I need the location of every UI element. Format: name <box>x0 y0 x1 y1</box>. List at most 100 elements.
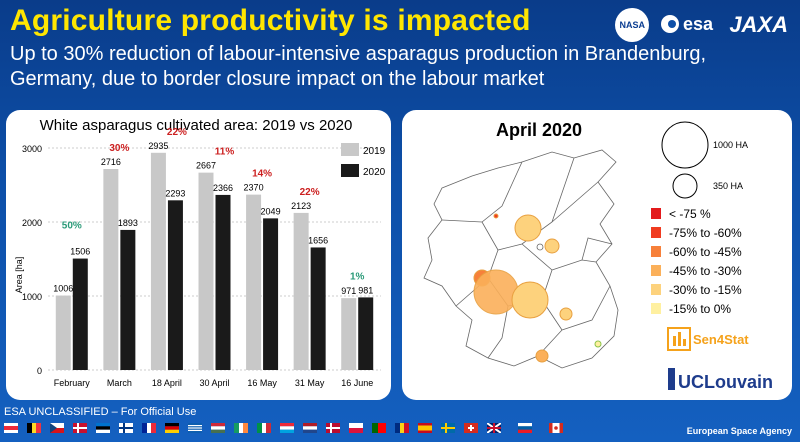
map-bubble <box>535 349 549 363</box>
legend-label-2019: 2019 <box>363 146 386 157</box>
esa-logo: esa <box>659 11 719 40</box>
footer-agency: European Space Agency <box>686 426 792 436</box>
map-bubble <box>559 307 573 321</box>
flag-icon <box>280 423 294 433</box>
y-tick-label: 2000 <box>22 218 42 228</box>
value-label-2019: 2935 <box>148 141 168 151</box>
map-panel: April 2020 1000 <box>402 110 792 400</box>
size-legend-label-large: 1000 HA <box>713 140 748 150</box>
map-bubble <box>511 281 549 319</box>
flag-icon <box>257 423 271 433</box>
value-label-2019: 2370 <box>244 183 264 193</box>
map-bubbles <box>473 213 602 363</box>
flag-icon <box>4 423 18 433</box>
value-label-2019: 971 <box>341 286 356 296</box>
flag-icon <box>487 423 501 433</box>
value-label-2020: 1506 <box>70 247 90 257</box>
size-legend-small <box>672 173 698 199</box>
size-legend-large <box>661 121 709 169</box>
chart-panel: White asparagus cultivated area: 2019 vs… <box>6 110 391 400</box>
bar-2019 <box>341 298 357 370</box>
x-tick-label: 31 May <box>295 378 325 388</box>
bar-2019 <box>293 212 309 370</box>
value-label-2020: 1656 <box>308 235 328 245</box>
y-axis-label: Area [ha] <box>14 257 24 294</box>
x-tick-label: 16 May <box>247 378 277 388</box>
nasa-logo: NASA <box>615 8 650 42</box>
bar-2019 <box>150 152 166 370</box>
map-bubble <box>594 340 602 348</box>
color-legend-swatch <box>651 227 661 238</box>
chart-legend: 2019 2020 <box>341 143 386 178</box>
color-legend-swatch <box>651 303 661 314</box>
x-tick-label: 16 June <box>341 378 373 388</box>
sen4stat-logo-text: Sen4Stat <box>693 332 749 347</box>
map-bubble <box>544 238 560 254</box>
change-label: 11% <box>215 147 235 158</box>
bar-2019 <box>55 295 71 370</box>
value-label-2019: 2716 <box>101 157 121 167</box>
bar-2020 <box>310 247 326 370</box>
legend-label-2020: 2020 <box>363 167 386 178</box>
bar-2019 <box>246 194 262 370</box>
flag-icon <box>441 423 455 433</box>
x-tick-label: 30 April <box>199 378 229 388</box>
bar-2020 <box>215 194 231 370</box>
map-title: April 2020 <box>496 120 582 140</box>
color-legend-label: -60% to -45% <box>669 245 742 259</box>
color-legend-swatch <box>651 208 661 219</box>
value-label-2019: 1006 <box>53 284 73 294</box>
flag-icon <box>73 423 87 433</box>
change-label: 50% <box>62 221 82 232</box>
bar-2020 <box>167 200 183 370</box>
flag-icon <box>349 423 363 433</box>
brandenburg-map <box>423 149 619 369</box>
chart-title: White asparagus cultivated area: 2019 vs… <box>40 117 353 134</box>
color-legend-swatch <box>651 265 661 276</box>
flag-icon <box>464 423 478 433</box>
value-label-2020: 2049 <box>261 206 281 216</box>
page-title: Agriculture productivity is impacted <box>10 4 531 37</box>
value-label-2020: 981 <box>358 285 373 295</box>
uclouvain-logo: UCLouvain <box>668 368 773 392</box>
berlin-area <box>536 243 544 251</box>
flag-icon <box>326 423 340 433</box>
chart-x-axis: February March 18 April 30 April 16 May 31 Ma… <box>54 378 373 388</box>
footer-classification: ESA UNCLASSIFIED – For Official Use <box>4 406 197 418</box>
color-legend-swatch <box>651 246 661 257</box>
flag-icon <box>372 423 386 433</box>
color-legend: < -75 % -75% to -60% -60% to -45% -45% to -… <box>651 207 742 316</box>
flag-icon <box>188 423 202 433</box>
bar-2020 <box>263 218 279 370</box>
footer: ESA UNCLASSIFIED – For Official Use <box>0 404 800 442</box>
change-label: 22% <box>300 187 320 198</box>
change-label: 1% <box>350 271 365 282</box>
color-legend-swatch <box>651 284 661 295</box>
flag-icon <box>119 423 133 433</box>
flag-icon <box>165 423 179 433</box>
change-label: 22% <box>167 127 187 138</box>
flag-icon <box>303 423 317 433</box>
legend-swatch-2019 <box>341 143 359 156</box>
change-label: 30% <box>109 143 129 154</box>
flag-icon <box>518 423 532 433</box>
map-outline <box>423 149 619 369</box>
bar-2019 <box>198 172 214 370</box>
color-legend-label: -30% to -15% <box>669 283 742 297</box>
bar-chart: White asparagus cultivated area: 2019 vs… <box>14 117 386 388</box>
bar-2020 <box>72 258 88 370</box>
color-legend-label: -75% to -60% <box>669 226 742 240</box>
flag-icon <box>96 423 110 433</box>
bar-2020 <box>120 229 136 370</box>
value-label-2020: 1893 <box>118 218 138 228</box>
map-bubble <box>493 213 499 219</box>
color-legend-label: -45% to -30% <box>669 264 742 278</box>
x-tick-label: March <box>107 378 132 388</box>
map-figure: April 2020 1000 <box>423 120 773 392</box>
y-tick-label: 1000 <box>22 292 42 302</box>
flag-icon <box>418 423 432 433</box>
map-bubble <box>514 214 542 242</box>
bar-2019 <box>103 169 119 370</box>
flag-icon <box>142 423 156 433</box>
